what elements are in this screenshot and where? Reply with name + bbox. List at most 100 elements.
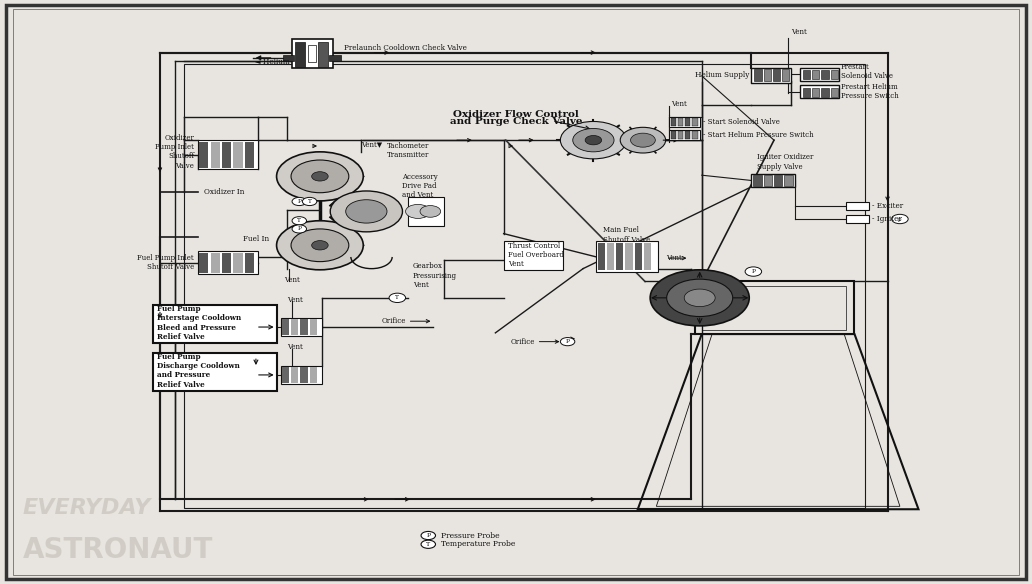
Text: - Start Helium Pressure Switch: - Start Helium Pressure Switch (703, 131, 813, 139)
Circle shape (420, 206, 441, 217)
Text: P: P (297, 199, 301, 204)
Text: Pressure Probe: Pressure Probe (441, 531, 499, 540)
Circle shape (277, 221, 363, 270)
Text: Main Fuel
Shutoff Valve: Main Fuel Shutoff Valve (603, 227, 650, 244)
Circle shape (292, 217, 307, 225)
Bar (821, 88, 829, 97)
Bar (245, 142, 254, 168)
Bar (692, 118, 698, 126)
Bar (291, 367, 298, 383)
Text: Vent: Vent (287, 343, 302, 352)
Bar (329, 55, 341, 61)
Bar (504, 241, 563, 270)
Text: Oxidizer
Pump Inlet
Shutoff
Valve: Oxidizer Pump Inlet Shutoff Valve (155, 134, 194, 169)
Circle shape (585, 135, 602, 145)
Bar (773, 69, 780, 81)
Bar (300, 367, 308, 383)
Bar (184, 64, 865, 508)
Text: - Start Solenoid Valve: - Start Solenoid Valve (703, 118, 779, 126)
Text: - Exciter: - Exciter (872, 202, 903, 210)
Text: Fuel Pump
Interstage Cooldown
Bleed and Pressure
Relief Valve: Fuel Pump Interstage Cooldown Bleed and … (157, 305, 241, 340)
Bar (751, 174, 795, 187)
Bar (281, 366, 322, 384)
Bar (233, 253, 243, 273)
Bar (198, 140, 258, 169)
Bar (291, 319, 298, 335)
Circle shape (302, 197, 317, 206)
Bar (678, 131, 683, 139)
Bar (318, 42, 328, 67)
Bar (598, 243, 605, 270)
Bar (803, 88, 810, 97)
Circle shape (421, 540, 436, 548)
Bar (616, 243, 623, 270)
Bar (211, 142, 220, 168)
Circle shape (684, 289, 715, 307)
Circle shape (346, 200, 387, 223)
Bar (754, 69, 762, 81)
Bar (282, 367, 289, 383)
Circle shape (291, 160, 349, 193)
Bar (774, 175, 782, 186)
Bar (310, 319, 317, 335)
Text: Vent: Vent (666, 254, 681, 262)
Bar (283, 55, 294, 61)
Bar (751, 68, 791, 83)
Text: Vent: Vent (284, 276, 299, 284)
Circle shape (560, 338, 575, 346)
Text: Prelaunch Cooldown Check Valve: Prelaunch Cooldown Check Valve (344, 44, 466, 52)
Bar (846, 202, 869, 210)
Bar (784, 175, 793, 186)
Bar (782, 69, 789, 81)
Circle shape (330, 191, 402, 232)
Text: EVERYDAY: EVERYDAY (23, 498, 151, 518)
Circle shape (620, 127, 666, 153)
Bar (831, 88, 838, 97)
Bar (308, 45, 316, 62)
Text: Vent: Vent (287, 296, 302, 304)
Bar (282, 319, 289, 335)
Bar (764, 69, 771, 81)
Text: Fuel Pump Inlet
Shutoff Valve: Fuel Pump Inlet Shutoff Valve (137, 254, 194, 272)
Text: Temperature Probe: Temperature Probe (441, 540, 515, 548)
Text: Vent: Vent (671, 100, 686, 108)
Bar (596, 241, 658, 272)
Bar (764, 175, 772, 186)
Circle shape (292, 197, 307, 206)
Text: T: T (395, 296, 399, 300)
Circle shape (421, 531, 436, 540)
Circle shape (631, 133, 655, 147)
Circle shape (312, 241, 328, 250)
Bar (671, 118, 676, 126)
Text: Vent: Vent (792, 28, 807, 36)
Bar (295, 42, 305, 67)
Circle shape (892, 214, 908, 224)
Text: Fuel In: Fuel In (243, 235, 268, 244)
Text: p: p (898, 217, 902, 221)
Text: Helium Supply: Helium Supply (695, 71, 749, 79)
Text: Orifice: Orifice (381, 317, 406, 325)
Text: ASTRONAUT: ASTRONAUT (23, 536, 213, 564)
Bar (669, 117, 700, 127)
Text: - Igniter: - Igniter (872, 215, 902, 223)
Bar (671, 131, 676, 139)
Bar (211, 253, 220, 273)
Text: ◄ Helium: ◄ Helium (255, 58, 290, 67)
Text: Fuel Pump
Discharge Cooldown
and Pressure
Relief Valve: Fuel Pump Discharge Cooldown and Pressur… (157, 353, 239, 388)
Bar (199, 142, 208, 168)
Bar (199, 253, 208, 273)
Circle shape (277, 152, 363, 201)
Bar (702, 286, 846, 330)
Circle shape (650, 270, 749, 326)
Text: Prestart
Solenoid Valve: Prestart Solenoid Valve (841, 62, 893, 80)
Bar (821, 70, 829, 79)
Text: P: P (297, 227, 301, 231)
Text: T: T (308, 199, 312, 204)
Bar (281, 318, 322, 336)
Bar (685, 131, 690, 139)
Circle shape (389, 293, 406, 303)
Text: P: P (751, 269, 755, 274)
Text: P: P (566, 339, 570, 344)
Bar (753, 175, 762, 186)
Bar (607, 243, 614, 270)
